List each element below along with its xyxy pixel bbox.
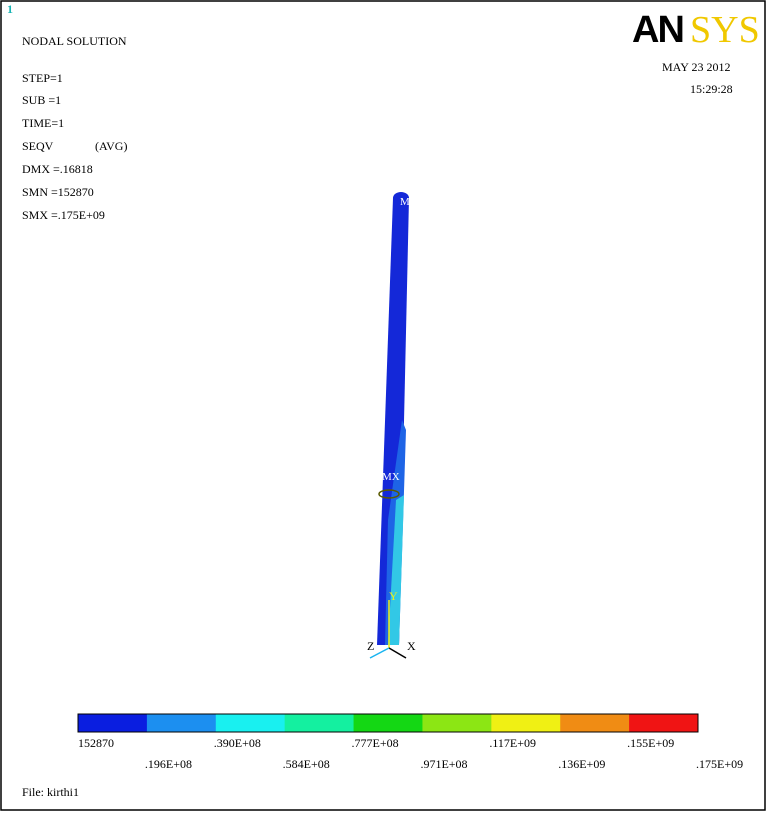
ansys-window: 1 NODAL SOLUTION STEP=1 SUB =1 TIME=1 SE… [0,0,766,811]
avg: (AVG) [95,139,127,153]
sub: SUB =1 [22,93,61,107]
smn: SMN =152870 [22,185,94,199]
time: TIME=1 [22,116,64,130]
legend-label: 152870 [78,736,114,750]
axis-x-label: X [407,639,416,653]
axis-z-label: Z [367,639,374,653]
legend-swatch [491,714,560,732]
file-name: File: kirthi1 [22,785,79,799]
logo-sys: SYS [690,9,760,51]
clock: 15:29:28 [690,82,733,96]
legend-swatch [78,714,147,732]
step: STEP=1 [22,71,63,85]
max-marker: MX [382,471,400,483]
legend-swatch [285,714,354,732]
frame [1,1,765,810]
dmx: DMX =.16818 [22,162,93,176]
legend-label: .136E+09 [558,757,605,771]
legend-label: .777E+08 [352,736,399,750]
date: MAY 23 2012 [662,60,730,74]
title: NODAL SOLUTION [22,34,127,48]
quantity: SEQV [22,139,54,153]
legend-label: .390E+08 [214,736,261,750]
legend-label: .584E+08 [283,757,330,771]
legend-swatch [147,714,216,732]
legend-swatch [422,714,491,732]
legend-label: .155E+09 [627,736,674,750]
legend-label: .117E+09 [489,736,536,750]
legend-swatch [354,714,423,732]
smx: SMX =.175E+09 [22,208,105,222]
legend-swatch [216,714,285,732]
legend-swatch [629,714,698,732]
legend-label: .175E+09 [696,757,743,771]
legend-swatch [560,714,629,732]
axis-y-label: Y [389,589,398,603]
legend-label: .196E+08 [145,757,192,771]
min-marker: MN [400,196,418,208]
logo-an: AN [632,9,683,51]
window-number: 1 [7,2,13,16]
legend-label: .971E+08 [420,757,467,771]
